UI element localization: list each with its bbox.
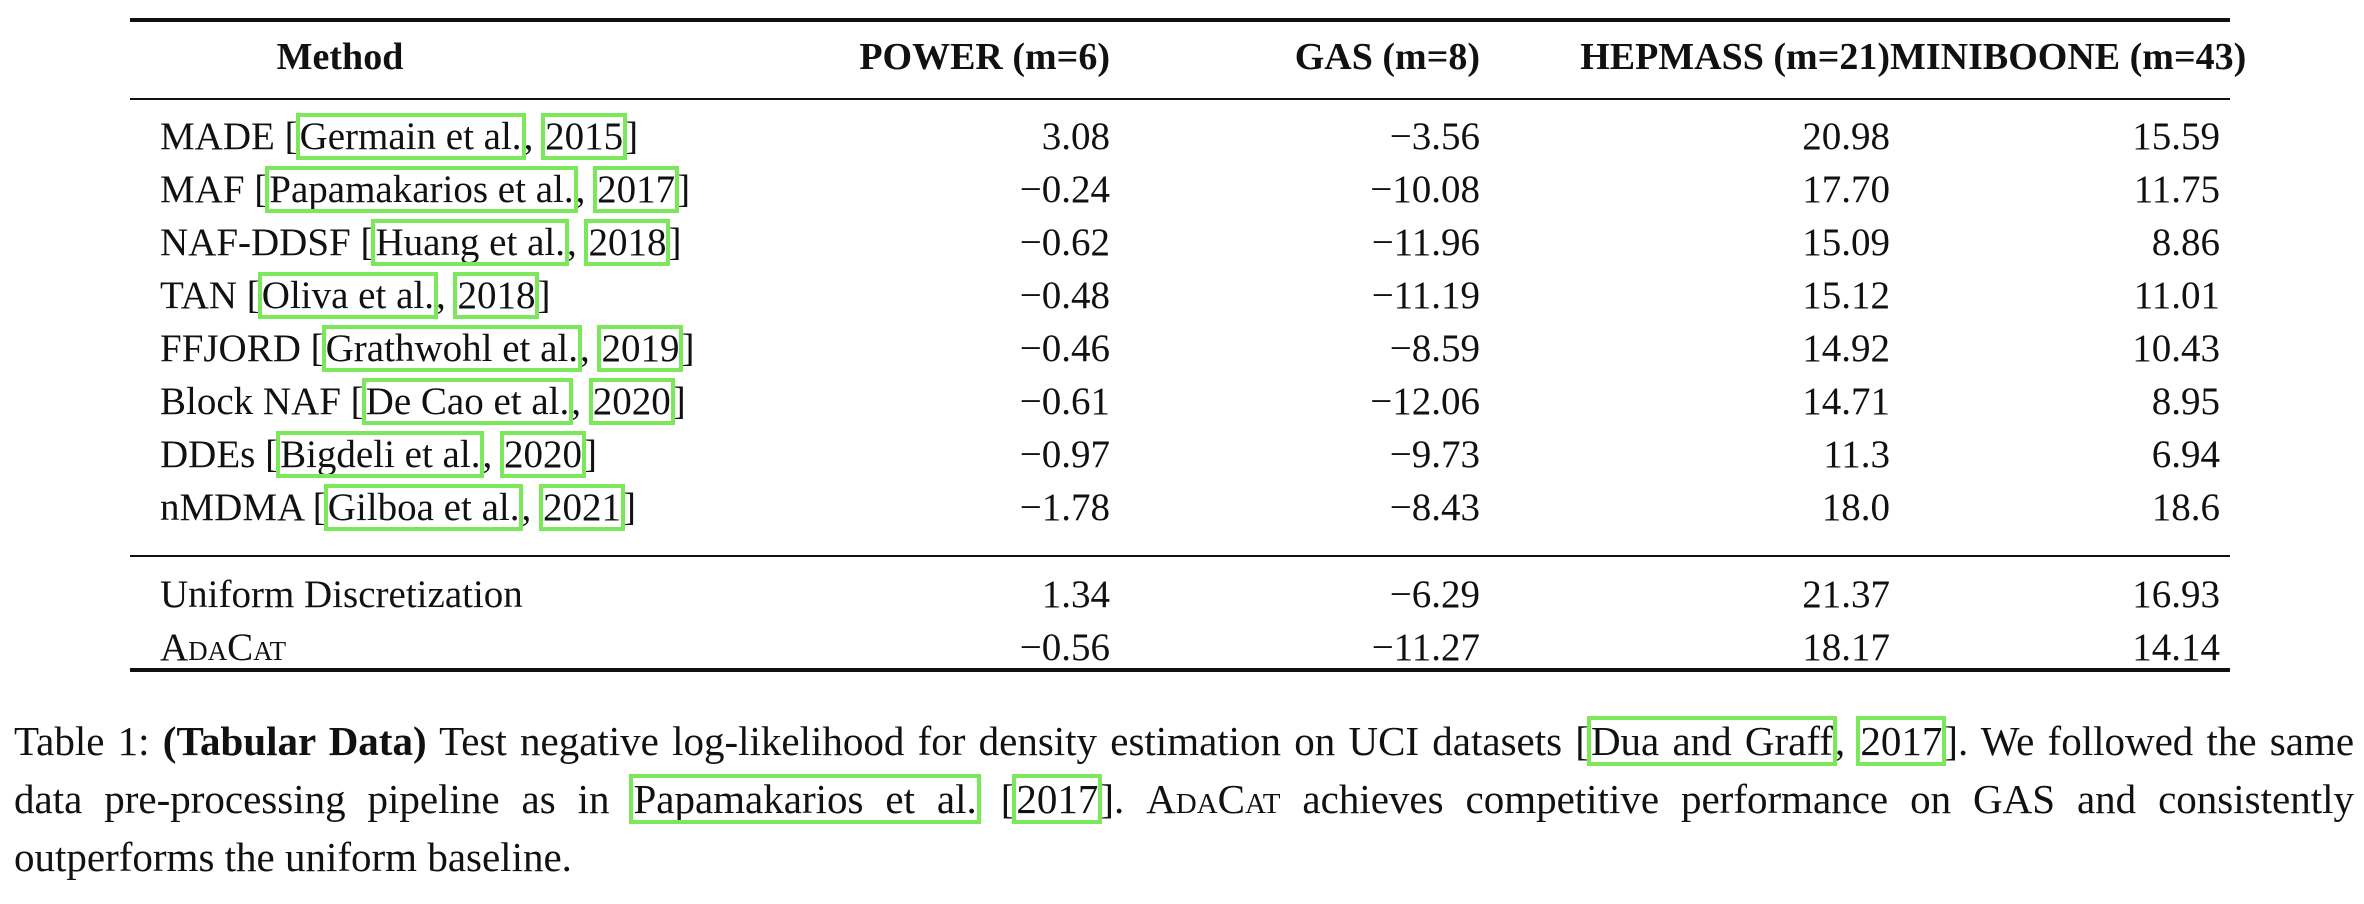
citation-link[interactable]: Grathwohl et al. bbox=[321, 325, 582, 372]
cell-miniboone: 6.94 bbox=[2151, 433, 2220, 476]
citation-year-link[interactable]: 2020 bbox=[499, 431, 586, 478]
method-name: nMDMA [ bbox=[160, 486, 326, 529]
cell-method: AdaCat bbox=[160, 626, 287, 669]
method-name: Block NAF [ bbox=[160, 380, 364, 423]
cell-gas: −3.56 bbox=[1389, 115, 1480, 158]
cell-gas: −9.73 bbox=[1389, 433, 1480, 476]
cell-miniboone: 11.75 bbox=[2133, 168, 2220, 211]
cell-hepmass: 18.17 bbox=[1802, 626, 1890, 669]
cell-gas: −11.96 bbox=[1371, 221, 1480, 264]
cell-power: 3.08 bbox=[1041, 115, 1110, 158]
table-header-rule bbox=[130, 98, 2230, 100]
cell-method: MADE [Germain et al., 2015] bbox=[160, 113, 639, 160]
header-miniboone: MINIBOONE (m=43) bbox=[1890, 36, 2247, 78]
header-gas: GAS (m=8) bbox=[1294, 36, 1480, 78]
cell-hepmass: 14.92 bbox=[1802, 327, 1890, 370]
cell-hepmass: 15.09 bbox=[1802, 221, 1890, 264]
header-method: Method bbox=[276, 36, 404, 78]
cell-gas: −8.59 bbox=[1389, 327, 1480, 370]
citation-year-link[interactable]: 2017 bbox=[1856, 716, 1947, 766]
citation-link[interactable]: Germain et al. bbox=[295, 113, 526, 160]
table-caption: Table 1: (Tabular Data) Test negative lo… bbox=[14, 716, 2355, 880]
cell-miniboone: 14.14 bbox=[2132, 626, 2220, 669]
cell-miniboone: 18.6 bbox=[2151, 486, 2220, 529]
cell-method: FFJORD [Grathwohl et al., 2019] bbox=[160, 325, 695, 372]
citation-link[interactable]: Oliva et al. bbox=[257, 272, 438, 319]
cell-miniboone: 16.93 bbox=[2132, 573, 2220, 616]
table-mid-rule bbox=[130, 555, 2230, 557]
citation-year-link[interactable]: 2017 bbox=[593, 166, 680, 213]
caption-method-name: AdaCat bbox=[1146, 776, 1281, 822]
cell-miniboone: 15.59 bbox=[2132, 115, 2220, 158]
cell-power: −0.46 bbox=[1019, 327, 1110, 370]
citation-link[interactable]: Huang et al. bbox=[371, 219, 569, 266]
cell-power: −0.62 bbox=[1019, 221, 1110, 264]
citation-link[interactable]: Gilboa et al. bbox=[323, 484, 524, 531]
cell-method: DDEs [Bigdeli et al., 2020] bbox=[160, 431, 597, 478]
cell-method: Block NAF [De Cao et al., 2020] bbox=[160, 378, 686, 425]
method-name: DDEs [ bbox=[160, 433, 279, 476]
cell-hepmass: 21.37 bbox=[1802, 573, 1890, 616]
cell-power: −0.24 bbox=[1019, 168, 1110, 211]
citation-link[interactable]: Bigdeli et al. bbox=[276, 431, 485, 478]
caption-label: Table 1: bbox=[14, 718, 150, 764]
header-hepmass: HEPMASS (m=21) bbox=[1580, 36, 1890, 78]
cell-method: TAN [Oliva et al., 2018] bbox=[160, 272, 551, 319]
method-name: MADE [ bbox=[160, 115, 298, 158]
cell-miniboone: 10.43 bbox=[2132, 327, 2220, 370]
cell-miniboone: 8.86 bbox=[2151, 221, 2220, 264]
cell-method: NAF-DDSF [Huang et al., 2018] bbox=[160, 219, 682, 266]
cell-hepmass: 11.3 bbox=[1823, 433, 1890, 476]
cell-gas: −12.06 bbox=[1370, 380, 1480, 423]
cell-gas: −11.27 bbox=[1371, 626, 1480, 669]
method-name: FFJORD [ bbox=[160, 327, 324, 370]
cell-power: −0.61 bbox=[1019, 380, 1110, 423]
cell-hepmass: 17.70 bbox=[1802, 168, 1890, 211]
caption-bold: (Tabular Data) bbox=[162, 718, 427, 764]
cell-hepmass: 15.12 bbox=[1802, 274, 1890, 317]
citation-link[interactable]: Dua and Graff bbox=[1586, 716, 1837, 766]
cell-hepmass: 14.71 bbox=[1802, 380, 1890, 423]
citation-year-link[interactable]: 2021 bbox=[538, 484, 625, 531]
cell-hepmass: 20.98 bbox=[1802, 115, 1890, 158]
cell-gas: −6.29 bbox=[1389, 573, 1480, 616]
cell-hepmass: 18.0 bbox=[1821, 486, 1890, 529]
cell-power: −1.78 bbox=[1019, 486, 1110, 529]
table-top-rule bbox=[130, 18, 2230, 22]
citation-year-link[interactable]: 2018 bbox=[453, 272, 540, 319]
cell-miniboone: 8.95 bbox=[2151, 380, 2220, 423]
cell-power: 1.34 bbox=[1041, 573, 1110, 616]
citation-year-link[interactable]: 2018 bbox=[584, 219, 671, 266]
caption-text-1: Test negative log-likelihood for density… bbox=[439, 718, 1589, 764]
cell-method: MAF [Papamakarios et al., 2017] bbox=[160, 166, 691, 213]
cell-power: −0.56 bbox=[1019, 626, 1110, 669]
citation-year-link[interactable]: 2019 bbox=[597, 325, 684, 372]
caption-text-3: achieves competitive performance on GAS … bbox=[14, 776, 2354, 880]
cell-gas: −11.19 bbox=[1371, 274, 1480, 317]
citation-year-link[interactable]: 2015 bbox=[541, 113, 628, 160]
method-name: TAN [ bbox=[160, 274, 260, 317]
table-bottom-rule bbox=[130, 668, 2230, 672]
cell-power: −0.48 bbox=[1019, 274, 1110, 317]
cell-method: Uniform Discretization bbox=[160, 573, 523, 616]
citation-year-link[interactable]: 2017 bbox=[1012, 774, 1103, 824]
cell-gas: −8.43 bbox=[1389, 486, 1480, 529]
cell-miniboone: 11.01 bbox=[2133, 274, 2220, 317]
header-power: POWER (m=6) bbox=[859, 36, 1110, 78]
citation-link[interactable]: Papamakarios et al. bbox=[265, 166, 578, 213]
caption-text-2: ]. We followed the same data pre-process… bbox=[14, 718, 2355, 822]
cell-gas: −10.08 bbox=[1370, 168, 1480, 211]
method-name: NAF-DDSF [ bbox=[160, 221, 374, 264]
citation-link[interactable]: De Cao et al. bbox=[361, 378, 574, 425]
cell-method: nMDMA [Gilboa et al., 2021] bbox=[160, 484, 636, 531]
method-name: MAF [ bbox=[160, 168, 268, 211]
citation-year-link[interactable]: 2020 bbox=[588, 378, 675, 425]
cell-power: −0.97 bbox=[1019, 433, 1110, 476]
citation-link[interactable]: Papamakarios et al. bbox=[629, 774, 981, 824]
